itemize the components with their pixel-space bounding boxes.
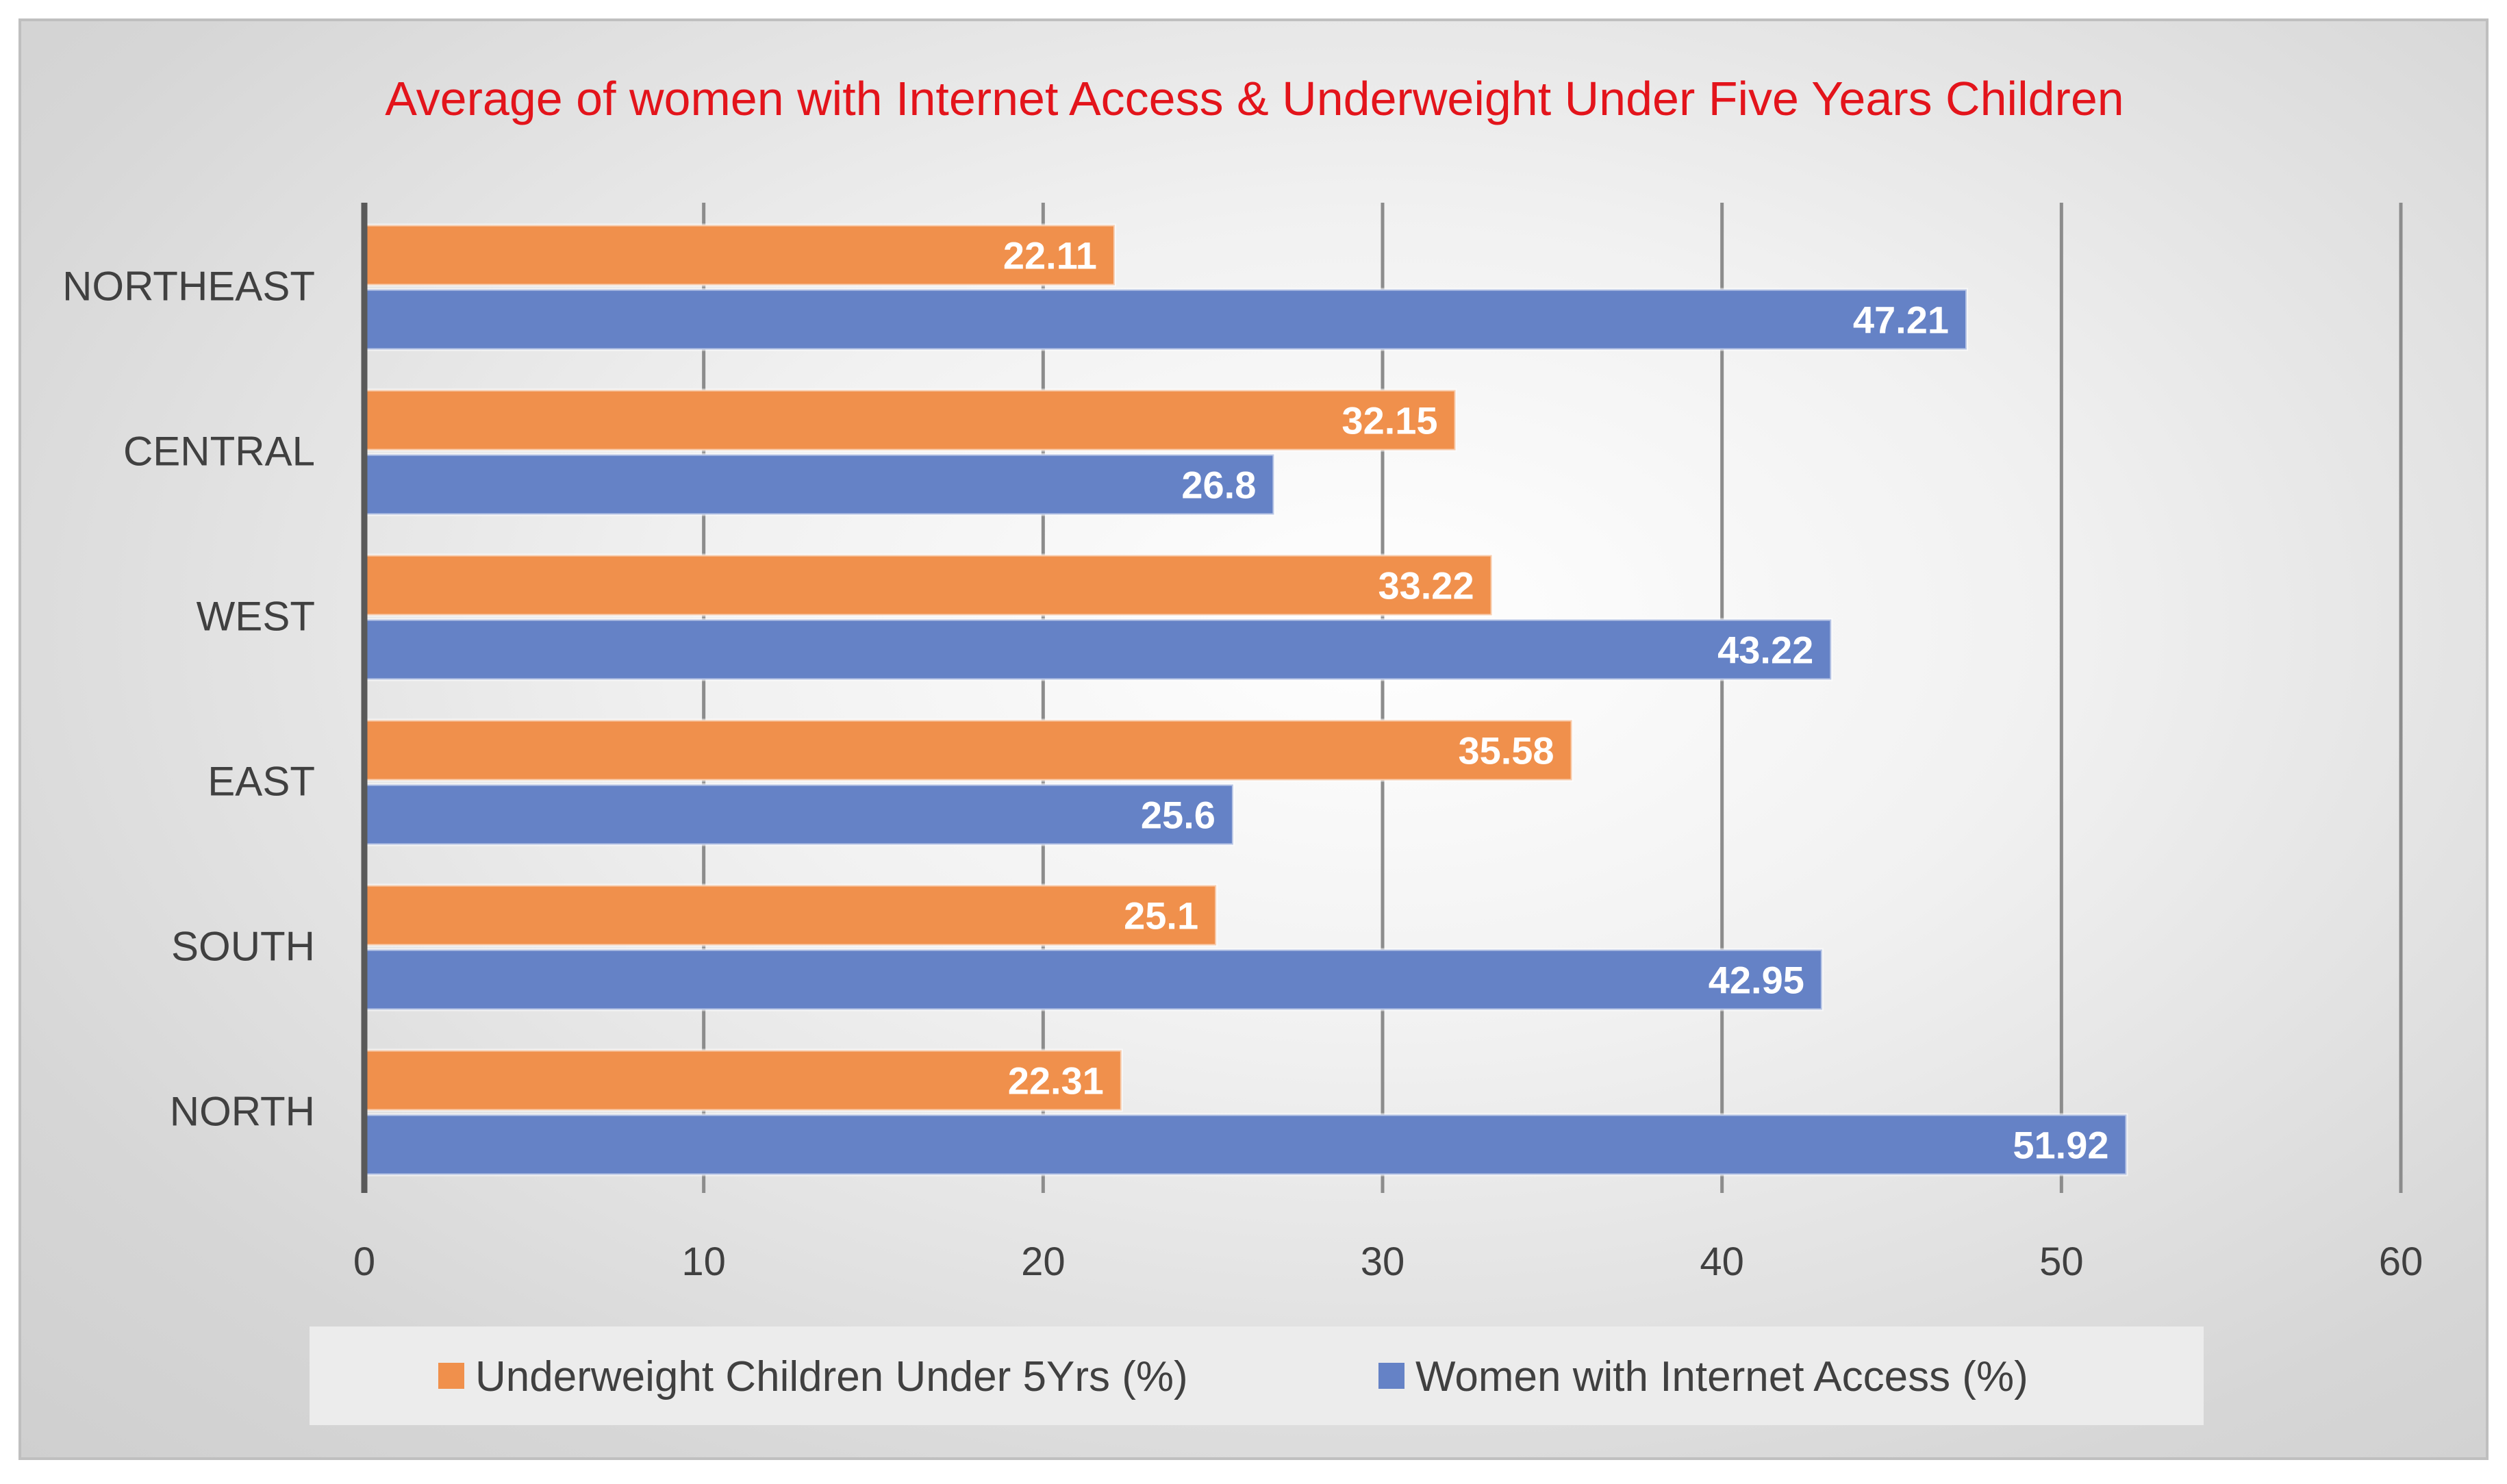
- x-tick-label: 50: [2039, 1240, 2084, 1284]
- data-labels: 22.11 47.21 32.15 26.8 33.22 43.22 35.58 25.6 25…: [1003, 234, 2109, 1167]
- bar: [363, 618, 1833, 681]
- bar: [363, 388, 1457, 452]
- data-label: 26.8: [1181, 464, 1256, 507]
- bar: [363, 553, 1494, 617]
- legend-swatch: [438, 1363, 464, 1389]
- data-label: 25.6: [1141, 794, 1215, 837]
- category-label: NORTHEAST: [62, 264, 315, 310]
- legend-swatch: [1378, 1363, 1404, 1389]
- legend-box: [310, 1326, 2204, 1425]
- data-label: 33.22: [1378, 564, 1474, 607]
- category-label: CENTRAL: [123, 429, 315, 475]
- bar: [363, 1113, 2128, 1177]
- chart-title: Average of women with Internet Access & …: [385, 72, 2124, 125]
- data-label: 32.15: [1341, 399, 1437, 442]
- gridlines: [702, 203, 2403, 1193]
- bar: [363, 948, 1824, 1011]
- category-label: WEST: [197, 594, 315, 640]
- data-label: 43.22: [1717, 629, 1813, 672]
- data-label: 51.92: [2013, 1124, 2108, 1167]
- data-label: 35.58: [1458, 729, 1554, 772]
- x-tick-label: 0: [353, 1240, 375, 1284]
- bars: [363, 223, 2128, 1177]
- data-label: 42.95: [1709, 959, 1804, 1002]
- bar: [363, 453, 1276, 516]
- legend: Underweight Children Under 5Yrs (%) Women…: [310, 1326, 2204, 1425]
- category-label: EAST: [207, 759, 315, 805]
- bar: [363, 783, 1235, 846]
- bar: [363, 288, 1969, 351]
- legend-label: Women with Internet Access (%): [1415, 1353, 2028, 1400]
- data-label: 47.21: [1853, 299, 1949, 342]
- category-label: NORTH: [170, 1089, 315, 1135]
- bar: [363, 718, 1574, 782]
- x-tick-label: 20: [1021, 1240, 1066, 1284]
- data-label: 25.1: [1124, 894, 1198, 938]
- x-tick-label: 40: [1700, 1240, 1744, 1284]
- category-label: SOUTH: [171, 924, 315, 970]
- x-tick-labels: 0 10 20 30 40 50 60: [353, 1240, 2423, 1284]
- x-tick-label: 30: [1361, 1240, 1405, 1284]
- x-tick-label: 60: [2379, 1240, 2423, 1284]
- legend-label: Underweight Children Under 5Yrs (%): [475, 1353, 1188, 1400]
- data-label: 22.31: [1008, 1059, 1104, 1103]
- data-label: 22.11: [1003, 234, 1097, 277]
- category-labels: NORTHEAST CENTRAL WEST EAST SOUTH NORTH: [62, 264, 315, 1135]
- bar: [363, 883, 1218, 947]
- x-tick-label: 10: [681, 1240, 726, 1284]
- bar: [363, 223, 1116, 287]
